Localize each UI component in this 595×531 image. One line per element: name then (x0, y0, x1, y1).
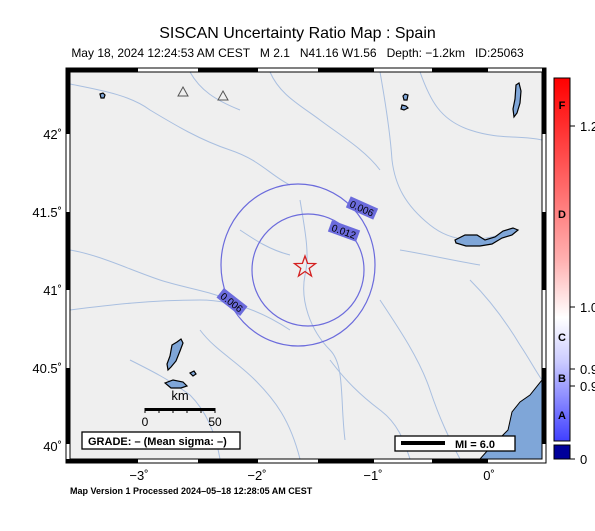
y-tick-label: 40˚ (43, 439, 62, 454)
colorbar-value: 0.9 (580, 379, 595, 394)
colorbar-value: 0.9 (580, 362, 595, 377)
map-frame (65, 67, 547, 464)
scale-bar-start: 0 (142, 415, 149, 429)
grade-label-C: C (558, 332, 566, 344)
y-tick-label: 41˚ (43, 283, 62, 298)
lakes (99, 82, 522, 389)
processed-footer: Map Version 1 Processed 2024–05–18 12:28… (70, 486, 313, 496)
colorbar-value: 0 (580, 452, 587, 467)
station-triangle-icon (177, 85, 189, 97)
scale-bar: km 0 50 (142, 388, 222, 429)
map-title: SISCAN Uncertainty Ratio Map : Spain (159, 25, 436, 42)
contour-outer (220, 183, 376, 347)
station-triangle-icon (217, 89, 229, 101)
sea-area (479, 379, 542, 459)
x-tick-label: −3˚ (129, 468, 148, 483)
y-tick-label: 42˚ (43, 127, 62, 142)
x-tick-label: −2˚ (247, 468, 266, 483)
epicenter-star-icon (292, 254, 318, 278)
uncertainty-contours (220, 183, 376, 347)
x-tick-label: 0˚ (483, 468, 495, 483)
x-tick-label: −1˚ (363, 468, 382, 483)
contour-inner (251, 213, 365, 327)
colorbar-cap (553, 444, 571, 460)
scale-bar-unit: km (171, 388, 188, 403)
grade-label-D: D (558, 209, 566, 221)
y-axis-ticks: 42˚ 41.5˚ 41˚ 40.5˚ 40˚ (32, 127, 62, 454)
mi-legend: MI = 6.0 (394, 435, 516, 452)
map-background (70, 72, 542, 459)
x-axis-ticks: −3˚ −2˚ −1˚ 0˚ (129, 468, 494, 483)
colorbar-value: 1.2 (580, 119, 595, 134)
colorbar-gradient (553, 77, 571, 442)
scale-bar-end: 50 (208, 415, 222, 429)
grade-box: GRADE: – (Mean sigma: –) (81, 431, 241, 450)
colorbar: F D C B A 1.2 1.0 0.9 0.9 0 (553, 77, 595, 467)
grade-label-F: F (559, 100, 566, 112)
y-tick-label: 40.5˚ (32, 361, 62, 376)
grade-text: GRADE: – (Mean sigma: –) (88, 436, 227, 448)
mi-legend-text: MI = 6.0 (455, 439, 495, 451)
colorbar-value: 1.0 (580, 300, 595, 315)
map-subtitle: May 18, 2024 12:24:53 AM CEST M 2.1 N41.… (71, 46, 524, 60)
grade-label-A: A (558, 410, 566, 422)
y-tick-label: 41.5˚ (32, 205, 62, 220)
grade-label-B: B (558, 373, 566, 385)
